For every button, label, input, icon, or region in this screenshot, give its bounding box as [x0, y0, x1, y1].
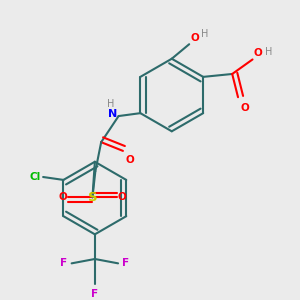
- Text: O: O: [126, 155, 135, 165]
- Text: F: F: [122, 258, 130, 268]
- Text: Cl: Cl: [30, 172, 41, 182]
- Text: H: H: [107, 99, 115, 109]
- Text: S: S: [88, 191, 97, 204]
- Text: H: H: [265, 46, 272, 57]
- Text: N: N: [108, 109, 117, 119]
- Text: O: O: [190, 33, 200, 43]
- Text: H: H: [201, 29, 209, 39]
- Text: O: O: [254, 48, 263, 58]
- Text: O: O: [240, 103, 249, 113]
- Text: F: F: [60, 258, 67, 268]
- Text: O: O: [58, 192, 67, 202]
- Text: O: O: [118, 192, 127, 202]
- Text: F: F: [91, 289, 98, 299]
